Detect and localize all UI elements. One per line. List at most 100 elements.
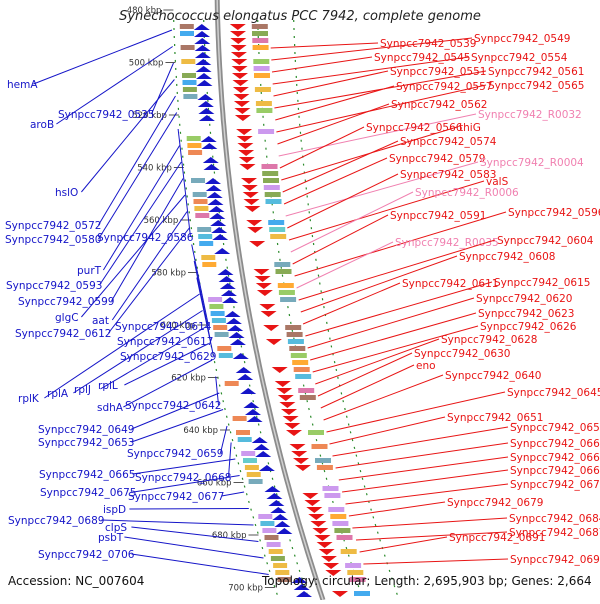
cog-block-reverse (324, 493, 341, 498)
cog-block-reverse (334, 528, 351, 533)
reverse-gene-arrow (310, 521, 327, 527)
right-label-leader (271, 37, 473, 61)
right-label-leader (326, 391, 506, 433)
left-gene-label: ispD (103, 504, 126, 516)
track-border-3 (293, 19, 399, 597)
forward-gene-arrow (198, 108, 215, 114)
reverse-gene-arrow (325, 570, 342, 576)
left-label-leader (124, 343, 210, 386)
cog-block-reverse (252, 38, 269, 43)
left-label-leader (100, 326, 206, 390)
left-gene-label: aat (92, 315, 109, 327)
map-title: Synechococcus elongatus PCC 7942, comple… (119, 9, 481, 24)
reverse-gene-arrow (265, 339, 282, 345)
track-border-0 (173, 19, 279, 597)
left-label-leader (196, 277, 214, 357)
left-label-leader (33, 29, 173, 85)
forward-gene-arrow (246, 416, 263, 422)
cog-block-reverse (251, 24, 268, 29)
right-label-leader (342, 469, 509, 493)
right-label-leader (273, 70, 389, 97)
right-gene-label: Synpcc7942_0539 (380, 38, 476, 50)
right-gene-label: Synpcc7942_0561 (488, 66, 584, 78)
right-gene-label: Synpcc7942_0640 (445, 370, 541, 382)
cog-block-forward (266, 542, 281, 547)
left-label-leader (131, 392, 220, 430)
right-gene-label: Synpcc7942_0565 (488, 80, 584, 92)
reverse-gene-arrow (284, 423, 301, 429)
forward-gene-arrow (270, 507, 287, 513)
cog-block-reverse (299, 395, 316, 400)
right-gene-label: Synpcc7942_0663 (510, 452, 600, 464)
reverse-gene-arrow (236, 136, 253, 142)
reverse-gene-arrow (238, 150, 255, 156)
cog-block-reverse (262, 171, 279, 176)
cog-block-forward (201, 255, 216, 260)
cog-block-forward (180, 31, 194, 36)
left-gene-label: Synpcc7942_0689 (8, 515, 104, 527)
right-gene-label: Synpcc7942_0583 (400, 169, 496, 181)
forward-gene-arrow (212, 234, 229, 240)
cog-block-forward (260, 521, 275, 526)
left-label-leader (129, 508, 249, 510)
forward-gene-arrow (222, 297, 239, 303)
right-label-leader (332, 426, 509, 457)
left-gene-label: aroB (30, 119, 54, 131)
forward-gene-arrow (197, 94, 214, 100)
cog-block-forward (248, 479, 263, 484)
right-gene-label: Synpcc7942_0626 (480, 321, 577, 333)
cog-block-reverse (289, 346, 306, 351)
forward-gene-arrow (245, 409, 261, 415)
cog-block-forward (241, 451, 256, 456)
reverse-gene-arrow (254, 276, 271, 282)
cog-block-reverse (252, 31, 268, 36)
left-label-leader (191, 244, 209, 327)
forward-gene-arrow (291, 577, 308, 583)
left-gene-label: hslO (55, 187, 78, 199)
right-gene-label: Synpcc7942_0623 (478, 308, 574, 320)
forward-gene-arrow (266, 493, 283, 499)
left-gene-label: Synpcc7942_0665 (39, 469, 135, 481)
left-label-leader (108, 227, 190, 334)
right-label-leader (305, 281, 493, 337)
left-gene-label: Synpcc7942_0629 (120, 351, 216, 363)
right-gene-label: Synpcc7942_R0035 (395, 237, 499, 249)
cog-block-reverse (263, 178, 279, 183)
right-label-leader (288, 180, 485, 241)
cog-block-reverse (258, 129, 275, 134)
reverse-gene-arrow (286, 430, 302, 436)
right-gene-label: Synpcc7942_R0006 (415, 187, 519, 199)
right-label-leader (320, 364, 415, 409)
forward-gene-arrow (196, 73, 212, 79)
left-gene-label: purT (77, 265, 102, 277)
right-gene-label: Synpcc7942_0557 (396, 81, 492, 93)
forward-gene-arrow (205, 178, 221, 184)
forward-gene-arrow (208, 206, 225, 212)
accession-label: Accession: NC_007604 (8, 574, 145, 588)
left-gene-label: rplA (47, 388, 69, 400)
reverse-gene-arrow (281, 409, 297, 415)
cog-block-reverse (354, 591, 370, 596)
forward-gene-arrow (264, 486, 281, 492)
left-label-leader (101, 519, 254, 526)
left-gene-label: rplJ (74, 384, 91, 396)
forward-gene-arrow (274, 521, 291, 527)
right-gene-label: Synpcc7942_0579 (389, 153, 485, 165)
left-gene-label: Synpcc7942_0649 (38, 424, 134, 436)
cog-block-forward (186, 136, 201, 141)
left-label-leader (99, 161, 182, 286)
reverse-gene-arrow (276, 388, 293, 394)
cog-block-reverse (316, 465, 333, 470)
right-gene-label: Synpcc7942_0604 (497, 235, 594, 247)
scale-tick-label: 640 kbp (183, 426, 218, 436)
right-gene-label: Synpcc7942_0698 (510, 554, 600, 566)
right-label-leader (363, 558, 509, 565)
forward-gene-arrow (210, 220, 227, 226)
reverse-gene-arrow (253, 269, 270, 275)
reverse-gene-arrow (271, 367, 288, 373)
cog-block-forward (270, 556, 285, 561)
cog-block-forward (243, 458, 257, 463)
cog-block-forward (210, 311, 225, 316)
right-gene-label: Synpcc7942_0549 (474, 33, 570, 45)
